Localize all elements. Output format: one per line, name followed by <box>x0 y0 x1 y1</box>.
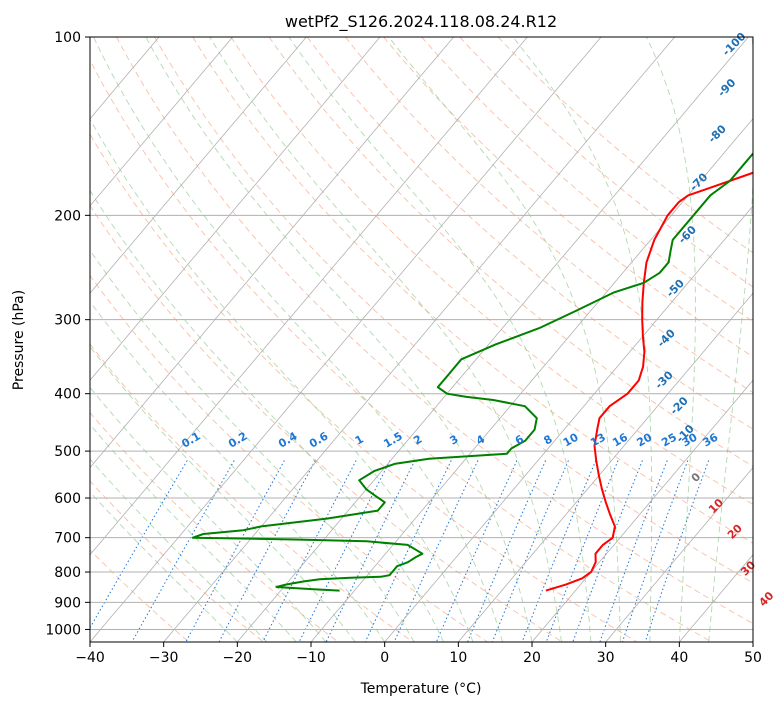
dry-adiabat-line <box>90 133 638 642</box>
x-tick-label: 40 <box>670 650 688 666</box>
dry-adiabat-line <box>90 480 264 642</box>
moist-adiabat-line <box>708 37 753 642</box>
y-tick-label: 600 <box>54 491 81 507</box>
x-tick-label: 20 <box>523 650 541 666</box>
dry-adiabat-line <box>192 37 753 544</box>
chart-title: wetPf2_S126.2024.118.08.24.R12 <box>285 12 557 32</box>
sounding-traces <box>191 152 753 592</box>
dry-adiabat-line <box>90 204 563 642</box>
isotherm-line <box>605 466 753 642</box>
moist-adiabat-line <box>288 37 592 642</box>
moist-adiabat-line <box>90 118 474 642</box>
isotherm-line <box>384 205 753 642</box>
x-tick-label: 10 <box>449 650 467 666</box>
dewpoint-trace <box>191 152 753 592</box>
moist-adiabat-line <box>90 386 327 642</box>
y-tick-label: 200 <box>54 208 81 224</box>
dry-adiabat-line <box>116 37 753 624</box>
mixing-ratio-line <box>467 460 547 642</box>
mixing-ratio-line <box>90 460 188 629</box>
y-tick-label: 500 <box>54 444 81 460</box>
mixing-ratio-line <box>393 460 479 642</box>
moist-adiabat-line <box>90 423 297 642</box>
dry-adiabat-line <box>230 37 753 505</box>
moist-adiabat-line <box>90 189 445 642</box>
dry-adiabat-line <box>306 37 753 430</box>
mixing-ratio-line <box>298 460 391 642</box>
moist-adiabats <box>90 37 753 642</box>
mixing-ratio-line <box>521 460 597 642</box>
x-tick-label: −30 <box>149 650 179 666</box>
isotherm-line <box>531 379 753 642</box>
mixing-ratio-line <box>572 460 643 642</box>
isotherm-line <box>163 37 676 642</box>
temperature-trace <box>545 171 753 592</box>
dry-adiabat-line <box>421 37 753 323</box>
x-tick-label: 30 <box>597 650 615 666</box>
x-tick-label: −10 <box>296 650 326 666</box>
y-axis-label: Pressure (hPa) <box>11 290 27 390</box>
plot-frame <box>89 36 754 643</box>
moist-adiabat-line <box>90 249 415 642</box>
moist-adiabat-line <box>93 37 503 642</box>
y-tick-label: 400 <box>54 387 81 403</box>
y-tick-label: 300 <box>54 313 81 329</box>
mixing-ratio-line <box>621 460 689 642</box>
moist-adiabat-line <box>209 37 562 642</box>
dry-adiabat-line <box>154 37 753 584</box>
mixing-ratio-line <box>325 460 416 642</box>
y-axis-ticks: 100 200 300 400 500 600 700 800 900 1000 <box>45 30 90 638</box>
mixing-ratio-line <box>131 460 235 642</box>
mixing-ratio-line <box>491 460 569 642</box>
x-tick-label: −20 <box>223 650 253 666</box>
dry-adiabat-line <box>90 59 712 642</box>
mixing-ratio-line <box>185 460 285 642</box>
dry-adiabat-label: 40 <box>756 589 775 609</box>
mixing-ratio-line <box>599 460 668 642</box>
moist-adiabat-line <box>388 37 621 642</box>
x-tick-label: −40 <box>75 650 105 666</box>
dry-adiabat-line <box>459 37 753 288</box>
isotherm-line <box>90 37 528 556</box>
x-axis-ticks: −40 −30 −20 −10 0 10 20 30 40 50 <box>75 642 762 666</box>
moist-adiabat-line <box>90 346 356 642</box>
isotherm-line <box>90 37 234 207</box>
y-tick-label: 100 <box>54 30 81 46</box>
moist-adiabat-line <box>512 37 653 642</box>
mixing-ratio-lines <box>90 460 710 642</box>
dry-adiabat-line <box>345 37 753 394</box>
dry-adiabat-line <box>90 343 414 642</box>
isotherm-line <box>310 118 753 642</box>
y-tick-label: 700 <box>54 531 81 547</box>
y-tick-label: 900 <box>54 595 81 611</box>
mixing-ratio-line <box>545 460 619 642</box>
x-tick-label: 50 <box>744 650 762 666</box>
isotherm-line <box>90 37 602 642</box>
y-tick-label: 800 <box>54 565 81 581</box>
mixing-ratio-line <box>435 460 518 642</box>
moist-adiabat-line <box>90 300 386 642</box>
isotherm-line <box>457 292 753 642</box>
mixing-ratio-line <box>644 460 710 642</box>
x-axis-label: Temperature (°C) <box>360 681 482 697</box>
y-tick-label: 1000 <box>45 622 81 638</box>
mixing-ratio-line <box>364 460 452 642</box>
isotherm-line <box>90 37 381 381</box>
x-tick-label: 0 <box>380 650 389 666</box>
moist-adiabat-line <box>645 37 696 642</box>
isotherm-line <box>90 37 455 469</box>
isotherm-line <box>90 37 307 294</box>
moist-adiabat-line <box>145 37 533 642</box>
